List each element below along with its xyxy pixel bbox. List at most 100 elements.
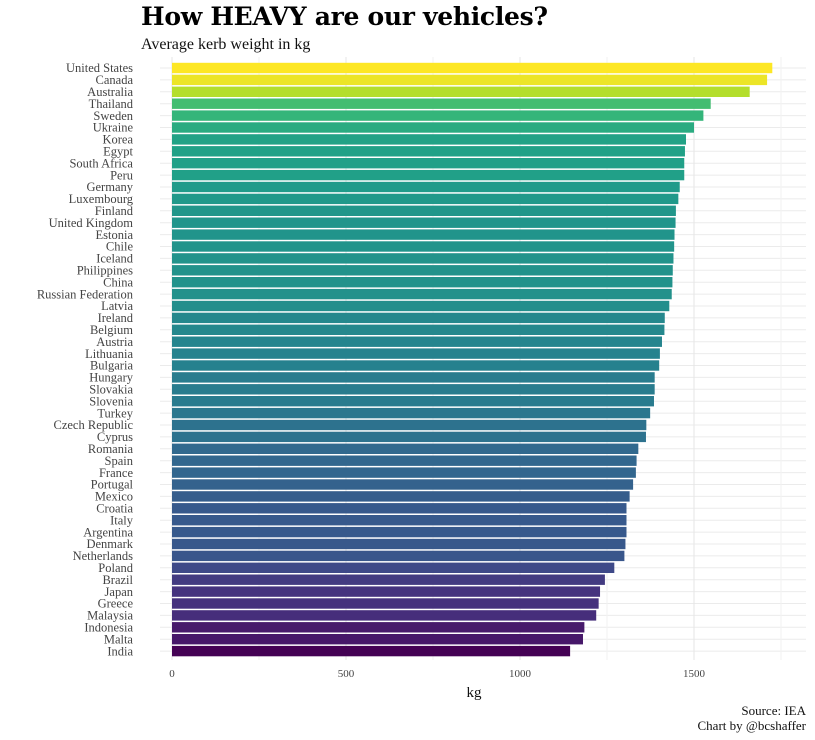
category-label: Indonesia — [84, 621, 133, 635]
category-label: Ireland — [98, 311, 134, 325]
bar — [172, 98, 711, 109]
category-label: Netherlands — [73, 549, 134, 563]
category-label: Croatia — [96, 502, 133, 516]
bar — [172, 526, 627, 538]
category-label: Czech Republic — [54, 418, 134, 432]
category-label: Belgium — [90, 323, 133, 337]
category-label: Lithuania — [85, 347, 133, 361]
category-label: Latvia — [101, 299, 133, 313]
category-label: Japan — [105, 585, 134, 599]
category-labels: United StatesCanadaAustraliaThailandSwed… — [37, 61, 134, 658]
bar — [172, 491, 630, 502]
bar — [172, 407, 651, 419]
category-label: Ukraine — [93, 121, 134, 135]
bar — [172, 503, 627, 514]
bar — [172, 110, 704, 121]
bar — [172, 538, 626, 550]
bar — [172, 158, 685, 169]
category-label: Poland — [98, 561, 133, 575]
category-label: Spain — [105, 454, 134, 468]
chart-title: How HEAVY are our vehicles? — [141, 2, 548, 31]
category-label: Malaysia — [87, 609, 133, 623]
bar — [172, 610, 597, 621]
bar — [172, 622, 585, 633]
bar — [172, 229, 675, 240]
bar — [172, 205, 676, 216]
bar — [172, 312, 665, 324]
category-label: China — [103, 275, 133, 289]
x-tick-label: 0 — [169, 668, 175, 680]
category-label: Russian Federation — [37, 287, 134, 301]
bar — [172, 324, 665, 335]
category-label: Egypt — [103, 145, 133, 159]
category-label: France — [99, 466, 133, 480]
category-label: Romania — [88, 442, 134, 456]
bar — [172, 419, 647, 431]
x-tick-labels: 0 500 1000 1500 — [169, 668, 705, 680]
category-label: United Kingdom — [49, 216, 134, 230]
bar — [172, 348, 660, 359]
bar — [172, 645, 571, 657]
bar — [172, 265, 673, 276]
bars — [172, 62, 773, 657]
bar — [172, 598, 599, 609]
category-label: Argentina — [83, 525, 133, 539]
category-label: Chile — [106, 240, 134, 254]
category-label: Slovenia — [89, 394, 133, 408]
chart-subtitle: Average kerb weight in kg — [141, 36, 311, 53]
x-tick-label: 1000 — [509, 668, 532, 680]
bar — [172, 253, 674, 264]
bar — [172, 181, 680, 193]
bar — [172, 574, 605, 585]
bar — [172, 146, 685, 157]
bar — [172, 288, 672, 300]
category-label: Brazil — [102, 573, 133, 587]
bar — [172, 562, 615, 573]
x-axis-title: kg — [467, 685, 483, 701]
category-label: Malta — [104, 632, 134, 646]
category-label: Australia — [87, 85, 133, 99]
category-label: Luxembourg — [69, 192, 134, 206]
category-label: United States — [66, 61, 133, 75]
bar — [172, 169, 685, 181]
bar — [172, 217, 676, 228]
category-label: Finland — [95, 204, 134, 218]
bar — [172, 586, 601, 597]
category-label: Greece — [98, 597, 134, 611]
category-label: Philippines — [77, 264, 133, 278]
category-label: Hungary — [89, 371, 133, 385]
category-label: Denmark — [86, 537, 133, 551]
category-label: Germany — [86, 180, 133, 194]
credit-caption: Chart by @bcshaffer — [697, 718, 806, 733]
bar — [172, 241, 675, 252]
bar — [172, 74, 768, 86]
source-caption: Source: IEA — [741, 703, 806, 718]
bar — [172, 479, 634, 490]
bar — [172, 396, 654, 407]
category-label: Italy — [110, 513, 134, 527]
bar — [172, 122, 694, 133]
category-label: Estonia — [96, 228, 134, 242]
category-label: Cyprus — [97, 430, 133, 444]
category-label: Korea — [102, 133, 133, 147]
bar — [172, 455, 637, 466]
category-label: Sweden — [93, 109, 133, 123]
x-tick-label: 500 — [338, 668, 355, 680]
bar — [172, 550, 625, 562]
bar — [172, 300, 670, 312]
category-label: India — [107, 644, 133, 658]
bar — [172, 384, 655, 395]
category-label: Austria — [96, 335, 133, 349]
bar — [172, 360, 660, 371]
category-label: Peru — [110, 168, 134, 182]
x-tick-label: 1500 — [683, 668, 706, 680]
category-label: South Africa — [69, 156, 133, 170]
bar — [172, 467, 636, 478]
bar — [172, 431, 646, 443]
bar — [172, 86, 750, 97]
category-label: Bulgaria — [90, 359, 133, 373]
category-label: Portugal — [91, 478, 134, 492]
bar — [172, 372, 655, 383]
